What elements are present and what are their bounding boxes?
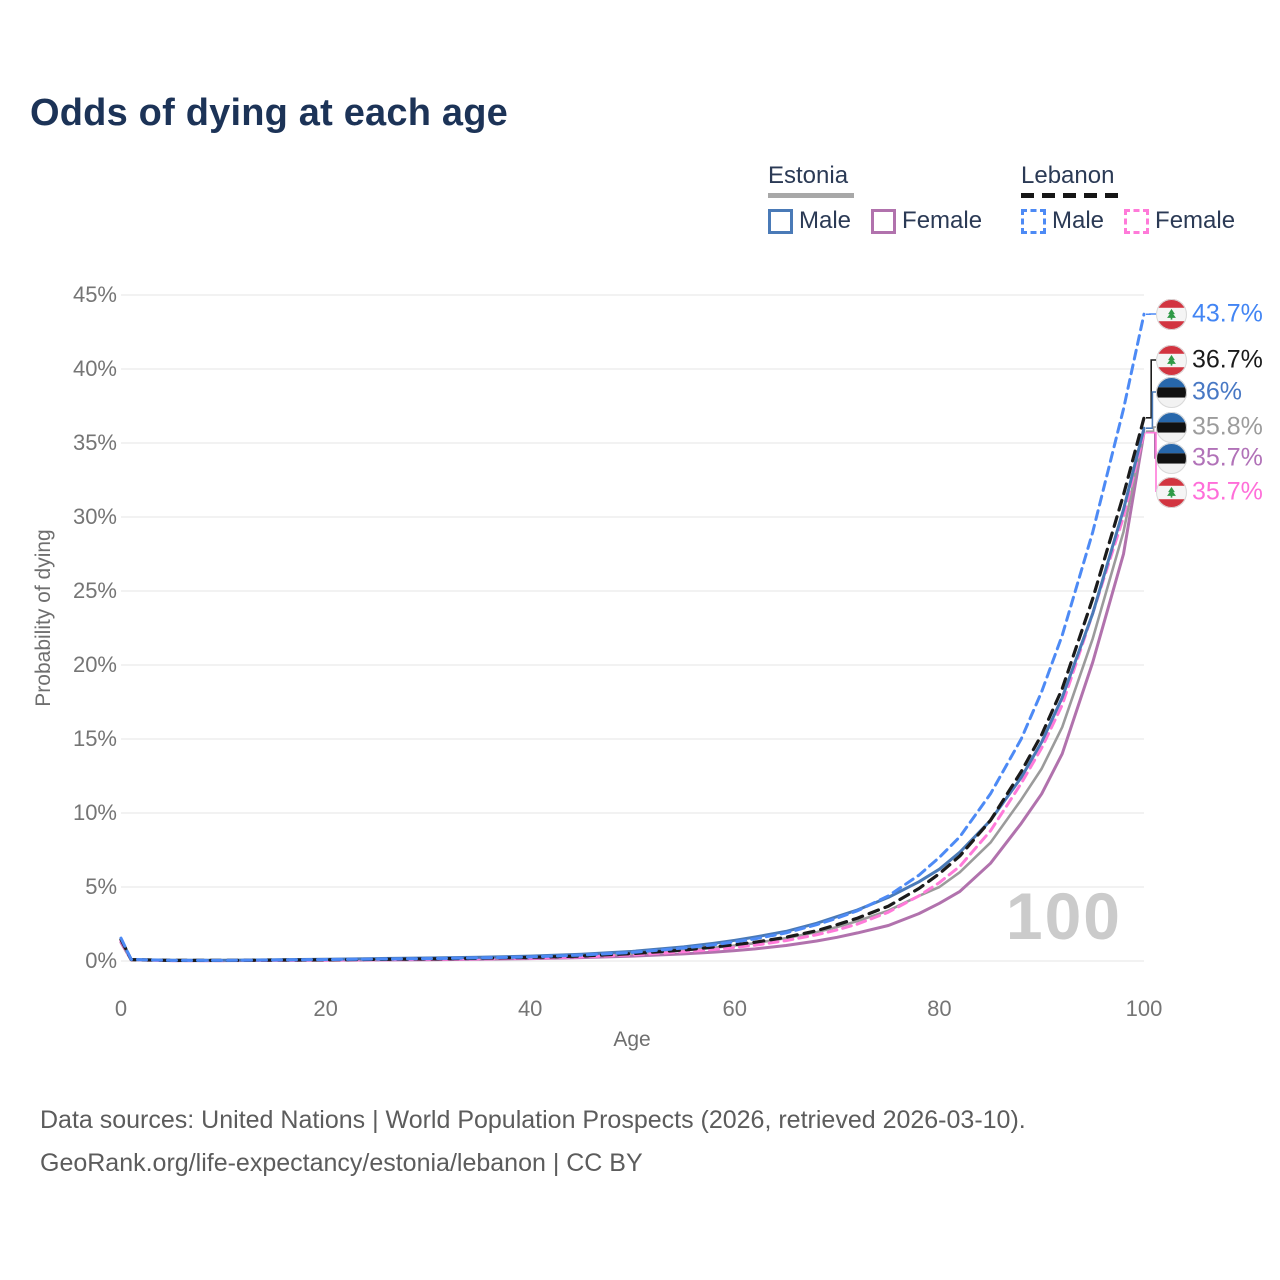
lebanon-flag-icon — [1156, 344, 1187, 376]
series-line-lebanon_female — [119, 431, 1146, 963]
end-label-lebanon_male: 43.7% — [1192, 299, 1263, 328]
y-tick-label: 25% — [72, 578, 117, 603]
estonia-flag-icon — [1156, 376, 1187, 408]
end-label-connector-estonia_total — [1146, 426, 1156, 432]
y-tick-label: 35% — [72, 430, 117, 455]
x-tick-label: 80 — [927, 996, 952, 1021]
lebanon-line-sample-icon — [1021, 193, 1122, 198]
x-axis-title: Age — [613, 1028, 651, 1051]
footer: Data sources: United Nations | World Pop… — [40, 1106, 1026, 1192]
lebanon-flag-icon — [1156, 298, 1187, 330]
lebanon-male-swatch-icon[interactable] — [1021, 208, 1046, 234]
x-tick-label: 60 — [722, 996, 748, 1021]
end-label-connector-estonia_male — [1146, 391, 1156, 430]
series-line-estonia_female — [119, 431, 1146, 963]
x-tick-label: 40 — [517, 996, 543, 1021]
end-label-estonia_female: 35.7% — [1192, 443, 1263, 472]
y-tick-label: 20% — [72, 652, 117, 677]
end-label-lebanon_total: 36.7% — [1192, 345, 1263, 374]
estonia-female-swatch-icon[interactable] — [871, 208, 897, 234]
legend-lebanon-label: Lebanon — [1021, 162, 1115, 189]
series-line-estonia_male — [119, 426, 1146, 962]
legend-group-estonia: Estonia Male Female — [768, 162, 1002, 235]
page-title: Odds of dying at each age — [30, 92, 508, 134]
series-line-lebanon_total — [119, 416, 1146, 963]
series-line-lebanon_male — [119, 312, 1146, 962]
attribution-note: GeoRank.org/life-expectancy/estonia/leba… — [40, 1149, 643, 1177]
legend-item-lebanon-male[interactable]: Male — [1021, 207, 1104, 235]
age-watermark: 100 — [1005, 879, 1122, 953]
y-tick-label: 45% — [72, 282, 117, 307]
estonia-flag-icon — [1156, 442, 1187, 474]
lebanon-flag-icon — [1156, 476, 1187, 508]
end-label-connector-estonia_female — [1146, 431, 1156, 459]
series-line-estonia_total — [119, 429, 1146, 962]
legend-estonia-label: Estonia — [768, 162, 849, 189]
data-sources-note: Data sources: United Nations | World Pop… — [40, 1106, 1026, 1134]
end-label-connector-lebanon_total — [1146, 359, 1156, 419]
end-label-connector-lebanon_female — [1146, 431, 1157, 492]
y-tick-label: 15% — [72, 726, 117, 751]
legend-group-lebanon: Lebanon Male Female — [1021, 162, 1255, 235]
y-tick-label: 10% — [72, 800, 117, 825]
y-tick-label: 5% — [85, 874, 117, 899]
x-tick-label: 100 — [1125, 996, 1163, 1021]
x-tick-label: 20 — [313, 996, 338, 1021]
y-tick-label: 0% — [85, 948, 117, 973]
y-tick-label: 40% — [72, 356, 117, 381]
x-tick-label: 0 — [114, 996, 128, 1021]
end-label-estonia_total: 35.8% — [1192, 412, 1263, 441]
legend-item-estonia-male[interactable]: Male — [768, 207, 851, 235]
estonia-male-swatch-icon[interactable] — [768, 208, 793, 234]
legend-item-estonia-female[interactable]: Female — [871, 207, 982, 235]
estonia-line-sample-icon — [768, 193, 854, 198]
legend-item-lebanon-female[interactable]: Female — [1124, 207, 1235, 235]
lebanon-female-swatch-icon[interactable] — [1124, 208, 1150, 234]
y-tick-label: 30% — [72, 504, 117, 529]
end-label-lebanon_female: 35.7% — [1192, 477, 1263, 506]
estonia-flag-icon — [1156, 411, 1187, 443]
end-label-estonia_male: 36% — [1192, 377, 1243, 406]
